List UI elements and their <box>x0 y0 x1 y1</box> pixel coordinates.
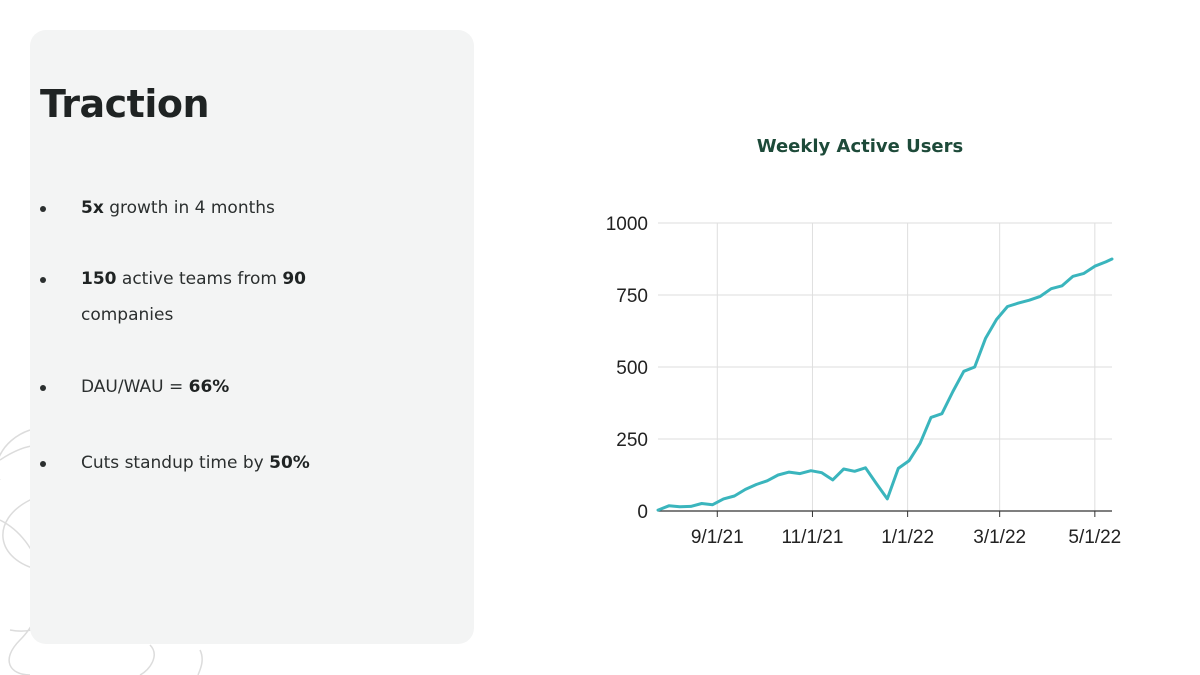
y-tick-label: 0 <box>637 502 648 523</box>
bullet-standup-time: Cuts standup time by 50% <box>40 445 400 481</box>
bullet-dot-icon <box>40 461 46 467</box>
series-line-weekly-active-users <box>656 257 1114 512</box>
x-tick-label: 1/1/22 <box>881 527 934 548</box>
chart-title: Weekly Active Users <box>756 136 964 157</box>
x-tick-label: 11/1/21 <box>781 527 843 548</box>
y-tick-label: 750 <box>616 286 648 307</box>
traction-card <box>30 30 474 644</box>
bullet-text: Cuts standup time by 50% <box>81 453 310 473</box>
bullet-text: 150 active teams from 90 companies <box>81 269 306 325</box>
bullet-dau-wau: DAU/WAU = 66% <box>40 369 400 405</box>
weekly-active-users-chart: 0 250 500 750 1000 9/1/21 11/1/21 1/1/22 3/1/22 5… <box>606 214 1122 548</box>
y-tick-label: 500 <box>616 358 648 379</box>
y-tick-label: 1000 <box>606 214 648 235</box>
bullet-dot-icon <box>40 277 46 283</box>
bullet-text: DAU/WAU = 66% <box>81 377 230 397</box>
bullet-dot-icon <box>40 206 46 212</box>
bullet-active-teams: 150 active teams from 90 companies <box>40 261 400 333</box>
x-tick-label: 9/1/21 <box>691 527 744 548</box>
bullet-growth: 5x growth in 4 months <box>40 190 400 226</box>
bullet-dot-icon <box>40 385 46 391</box>
x-tick-label: 3/1/22 <box>973 527 1026 548</box>
slide-title: Traction <box>40 82 210 126</box>
bullet-text: 5x growth in 4 months <box>81 198 275 218</box>
x-tick-label: 5/1/22 <box>1068 527 1121 548</box>
y-tick-label: 250 <box>616 430 648 451</box>
